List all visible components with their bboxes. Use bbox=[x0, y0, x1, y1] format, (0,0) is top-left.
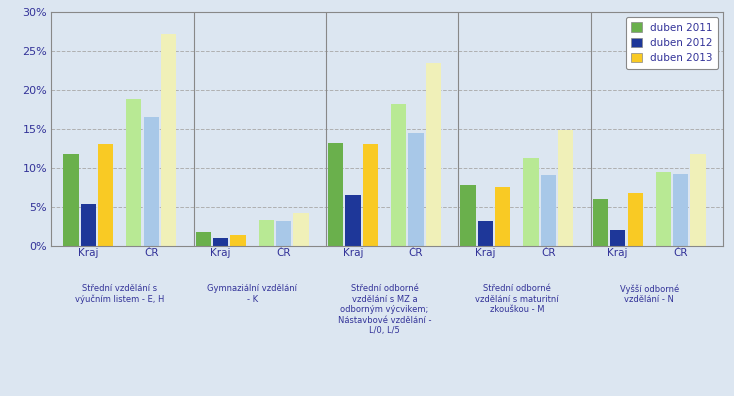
Text: Střední odborné
vzdělání s maturitní
zkouškou - M: Střední odborné vzdělání s maturitní zko… bbox=[475, 284, 559, 314]
Bar bbox=[196, 232, 211, 246]
Bar bbox=[610, 230, 625, 246]
Bar bbox=[346, 195, 360, 246]
Bar bbox=[161, 34, 176, 246]
Bar bbox=[655, 171, 671, 246]
Bar bbox=[81, 204, 96, 246]
Bar bbox=[495, 187, 510, 246]
Bar bbox=[294, 213, 308, 246]
Legend: duben 2011, duben 2012, duben 2013: duben 2011, duben 2012, duben 2013 bbox=[626, 17, 718, 69]
Bar bbox=[363, 144, 378, 246]
Bar bbox=[628, 193, 643, 246]
Bar bbox=[426, 63, 441, 246]
Text: Gymnaziální vzdělání
- K: Gymnaziální vzdělání - K bbox=[207, 284, 297, 304]
Bar bbox=[230, 235, 246, 246]
Bar bbox=[408, 133, 424, 246]
Bar bbox=[593, 199, 608, 246]
Bar bbox=[213, 238, 228, 246]
Bar bbox=[478, 221, 493, 246]
Bar bbox=[673, 174, 688, 246]
Bar bbox=[460, 185, 476, 246]
Text: Vyšší odborné
vzdělání - N: Vyšší odborné vzdělání - N bbox=[619, 284, 679, 304]
Text: Střední vzdělání s
výučním listem - E, H: Střední vzdělání s výučním listem - E, H bbox=[75, 284, 164, 305]
Bar bbox=[276, 221, 291, 246]
Bar bbox=[63, 154, 79, 246]
Bar bbox=[691, 154, 705, 246]
Bar bbox=[258, 220, 274, 246]
Bar bbox=[541, 175, 556, 246]
Bar bbox=[523, 158, 539, 246]
Bar bbox=[126, 99, 142, 246]
Bar bbox=[98, 144, 113, 246]
Bar bbox=[558, 130, 573, 246]
Text: Střední odborné
vzdělání s MZ a
odborným výcvikem;
Nástavbové vzdělání -
L/0, L/: Střední odborné vzdělání s MZ a odborným… bbox=[338, 284, 431, 335]
Bar bbox=[328, 143, 344, 246]
Bar bbox=[144, 117, 159, 246]
Bar bbox=[391, 104, 406, 246]
